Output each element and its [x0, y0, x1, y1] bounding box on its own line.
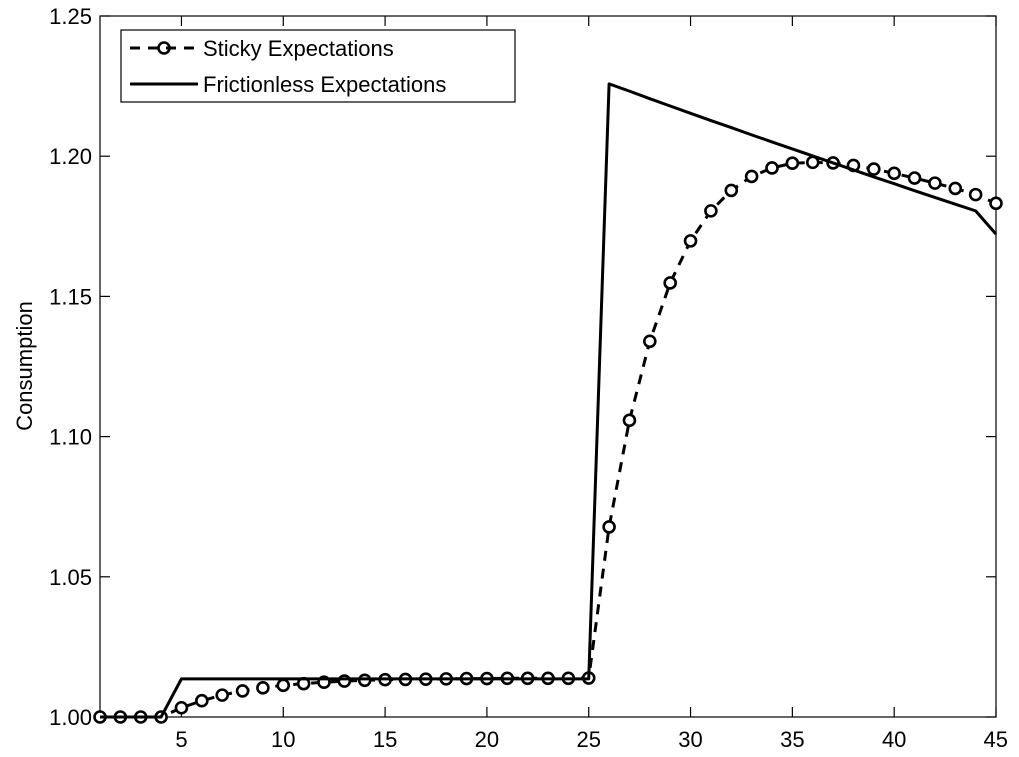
data-point-sticky-expectations — [337, 674, 352, 688]
data-point-sticky-expectations — [683, 234, 698, 248]
x-tick-label: 45 — [984, 727, 1008, 752]
data-point-sticky-expectations — [744, 169, 759, 184]
y-tick-label: 1.20 — [49, 144, 92, 169]
data-point-sticky-expectations — [195, 693, 209, 708]
series-layer — [93, 82, 1003, 724]
data-point-sticky-expectations — [867, 162, 881, 176]
data-point-sticky-expectations — [235, 684, 250, 698]
data-point-sticky-expectations — [907, 171, 922, 185]
data-point-sticky-expectations — [765, 161, 779, 175]
data-point-sticky-expectations — [785, 156, 800, 171]
y-tick-label: 1.15 — [49, 284, 92, 309]
data-point-sticky-expectations — [989, 196, 1003, 211]
data-point-sticky-expectations — [724, 183, 739, 198]
axis-tick-labels: 5 10 15 20 25 30 35 40 45 1.00 1.05 1.10 1.15 1.20 1.2… — [49, 4, 1008, 752]
data-point-sticky-expectations — [704, 204, 718, 218]
data-point-sticky-expectations — [948, 181, 963, 196]
legend: Sticky Expectations Frictionless Expecta… — [120, 29, 516, 103]
data-point-sticky-expectations — [602, 520, 616, 534]
series-line-frictionless-expectations — [100, 82, 998, 719]
x-tick-label: 20 — [475, 727, 499, 752]
x-tick-label: 25 — [576, 727, 600, 752]
data-point-sticky-expectations — [643, 334, 657, 349]
y-tick-label: 1.25 — [49, 4, 92, 29]
data-point-sticky-expectations — [622, 413, 637, 428]
plot-frame — [99, 15, 997, 718]
data-point-sticky-expectations — [215, 688, 229, 702]
x-tick-label: 40 — [882, 727, 906, 752]
series-frictionless-expectations — [100, 82, 998, 719]
x-tick-label: 30 — [678, 727, 702, 752]
data-point-sticky-expectations — [174, 700, 189, 715]
legend-sticky-marker — [157, 41, 171, 55]
data-point-sticky-expectations — [928, 176, 942, 190]
y-axis-label: Consumption — [12, 301, 37, 431]
legend-box — [120, 29, 516, 103]
legend-frictionless-label: Frictionless Expectations — [203, 72, 446, 97]
data-point-sticky-expectations — [887, 166, 901, 181]
x-tick-label: 35 — [780, 727, 804, 752]
y-tick-label: 1.05 — [49, 565, 92, 590]
data-point-sticky-expectations — [256, 681, 270, 695]
x-tick-label: 10 — [271, 727, 295, 752]
data-point-sticky-expectations — [276, 678, 291, 693]
data-point-sticky-expectations — [968, 187, 983, 202]
axis-ticks — [100, 15, 997, 718]
y-tick-label: 1.10 — [49, 425, 92, 450]
x-tick-label: 15 — [373, 727, 397, 752]
data-point-sticky-expectations — [663, 276, 677, 290]
y-tick-label: 1.00 — [49, 705, 92, 730]
x-tick-label: 5 — [175, 727, 187, 752]
legend-sticky-label: Sticky Expectations — [203, 36, 394, 61]
